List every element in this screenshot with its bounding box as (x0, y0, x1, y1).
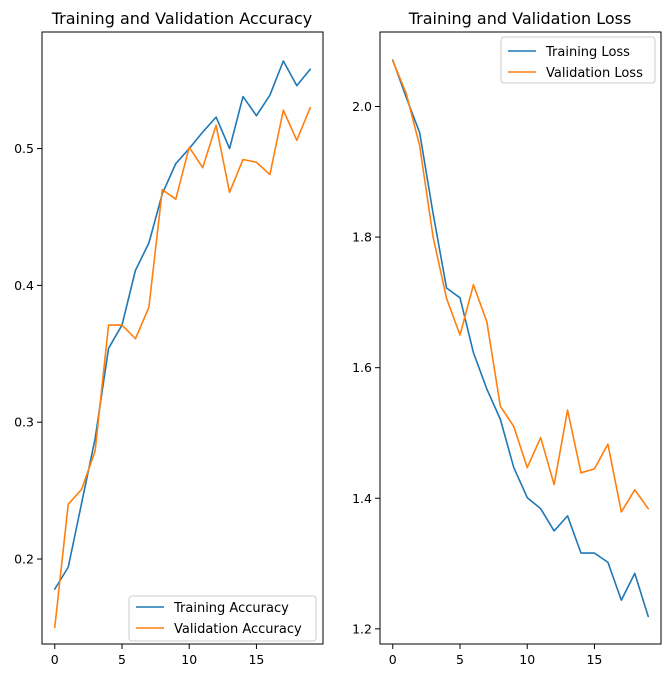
accuracy-chart: Training and Validation Accuracy 0 5 10 150… (14, 9, 324, 667)
chart-title: Training and Validation Loss (408, 9, 632, 28)
y-tick-label: 0.3 (14, 415, 34, 430)
accuracy-axes-frame (41, 31, 324, 645)
series-line-validation-loss (391, 59, 650, 513)
x-tick-label: 10 (181, 652, 197, 667)
x-tick-label: 5 (456, 652, 464, 667)
y-tick-label: 1.6 (352, 360, 372, 375)
series-line-validation-accuracy (53, 106, 312, 629)
x-tick-label: 15 (248, 652, 264, 667)
x-tick-label: 5 (118, 652, 126, 667)
loss-axes-frame (379, 31, 662, 645)
loss-plot-area (391, 59, 650, 618)
y-tick-label: 2.0 (352, 99, 372, 114)
accuracy-plot-area (53, 60, 312, 629)
loss-chart: Training and Validation Loss 0 5 10 15 1.2 1.… (352, 9, 662, 667)
loss-legend: Training Loss Validation Loss (500, 36, 656, 84)
legend-label-training-loss: Training Loss (545, 45, 630, 60)
accuracy-ticks: 0 5 10 15 0.2 0.3 0.4 0.5 (14, 141, 264, 667)
y-tick-label: 0.2 (14, 552, 34, 567)
legend-label-validation-accuracy: Validation Accuracy (174, 622, 302, 637)
legend-label-validation-loss: Validation Loss (546, 66, 643, 81)
x-tick-label: 0 (51, 652, 59, 667)
legend-box (128, 595, 317, 642)
accuracy-legend: Training Accuracy Validation Accuracy (128, 595, 317, 642)
x-tick-label: 0 (389, 652, 397, 667)
y-tick-label: 1.8 (352, 230, 372, 245)
loss-ticks: 0 5 10 15 1.2 1.4 1.6 1.8 2.0 (352, 99, 602, 667)
x-tick-label: 15 (586, 652, 602, 667)
x-tick-label: 10 (519, 652, 535, 667)
y-tick-label: 0.5 (14, 141, 34, 156)
y-tick-label: 1.4 (352, 491, 372, 506)
y-tick-label: 1.2 (352, 621, 372, 636)
legend-box (500, 36, 656, 84)
chart-title: Training and Validation Accuracy (51, 9, 313, 28)
series-line-training-loss (391, 59, 650, 618)
y-tick-label: 0.4 (14, 278, 34, 293)
legend-label-training-accuracy: Training Accuracy (173, 601, 289, 616)
